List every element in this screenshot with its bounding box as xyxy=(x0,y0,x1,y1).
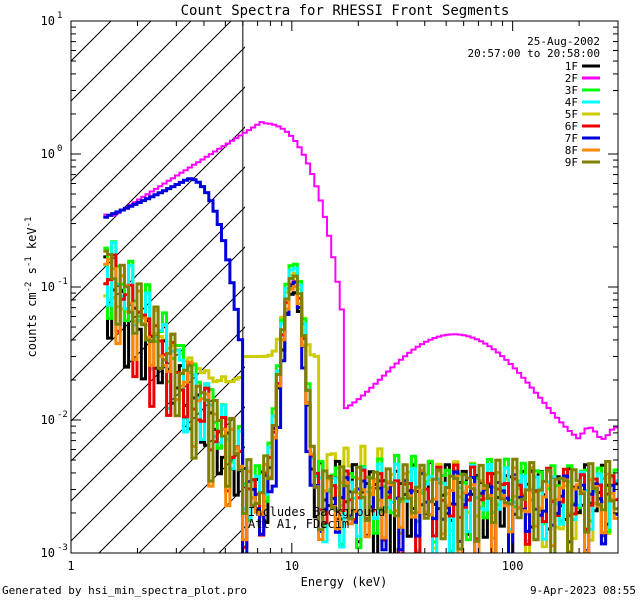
footer-timestamp: 9-Apr-2023 08:55 xyxy=(530,584,636,597)
legend-label-2F: 2F xyxy=(565,72,578,85)
hatch-line xyxy=(71,246,245,422)
hatch-line xyxy=(71,21,112,62)
y-tick-exponent: 1 xyxy=(57,11,62,21)
svg-text:counts cm-2 s-1 keV-1: counts cm-2 s-1 keV-1 xyxy=(24,217,39,358)
x-tick-label: 100 xyxy=(502,559,524,573)
x-tick-label: 10 xyxy=(285,559,299,573)
y-tick-exponent: -1 xyxy=(57,277,68,287)
hatch-line xyxy=(71,326,245,502)
y-tick-exponent: -3 xyxy=(57,543,68,553)
hatch-line xyxy=(71,46,245,222)
y-tick-exponent: 0 xyxy=(57,144,62,154)
legend-label-6F: 6F xyxy=(565,120,578,133)
hatch-line xyxy=(98,406,245,553)
x-axis-label: Energy (keV) xyxy=(301,575,388,589)
hatch-line xyxy=(71,21,192,142)
y-tick-label: 10 xyxy=(41,280,55,294)
y-tick-label: 10 xyxy=(41,413,55,427)
y-tick-exponent: -2 xyxy=(57,410,68,420)
legend-label-4F: 4F xyxy=(565,96,578,109)
y-label-base: counts cm xyxy=(25,292,39,357)
y-label-mid1: s xyxy=(25,267,39,281)
legend-time-range: 20:57:00 to 20:58:00 xyxy=(468,47,600,60)
hatch-line xyxy=(71,206,245,382)
legend-date: 25-Aug-2002 xyxy=(527,35,600,48)
legend-label-5F: 5F xyxy=(565,108,578,121)
legend-label-9F: 9F xyxy=(565,156,578,169)
hatch-line xyxy=(71,21,72,22)
y-label-mid2: keV xyxy=(25,227,39,256)
y-tick-label: 10 xyxy=(41,147,55,161)
hatch-line xyxy=(71,166,245,342)
hatch-line xyxy=(71,21,232,182)
y-tick-label: 10 xyxy=(41,14,55,28)
footer-generator: Generated by hsi_min_spectra_plot.pro xyxy=(2,584,247,597)
annotation-attenuator: Att A1, FDecim xyxy=(248,517,349,531)
hatch-line xyxy=(71,86,245,262)
legend-label-7F: 7F xyxy=(565,132,578,145)
chart-title: Count Spectra for RHESSI Front Segments xyxy=(181,3,510,19)
hatch-line xyxy=(138,446,245,553)
y-label-exp2: -1 xyxy=(24,256,34,267)
legend-label-1F: 1F xyxy=(565,60,578,73)
legend-label-8F: 8F xyxy=(565,144,578,157)
x-tick-label: 1 xyxy=(67,559,74,573)
series-line-2F xyxy=(103,121,618,440)
y-tick-label: 10 xyxy=(41,546,55,560)
y-axis-label: counts cm-2 s-1 keV-1 xyxy=(24,217,39,358)
annotation-background: Includes Background xyxy=(248,505,385,519)
y-label-exp1: -2 xyxy=(24,282,34,293)
hatch-line xyxy=(71,126,245,302)
hatch-line xyxy=(71,366,245,542)
y-label-exp3: -1 xyxy=(24,217,34,228)
legend-label-3F: 3F xyxy=(565,84,578,97)
series-line-9F xyxy=(103,249,618,553)
